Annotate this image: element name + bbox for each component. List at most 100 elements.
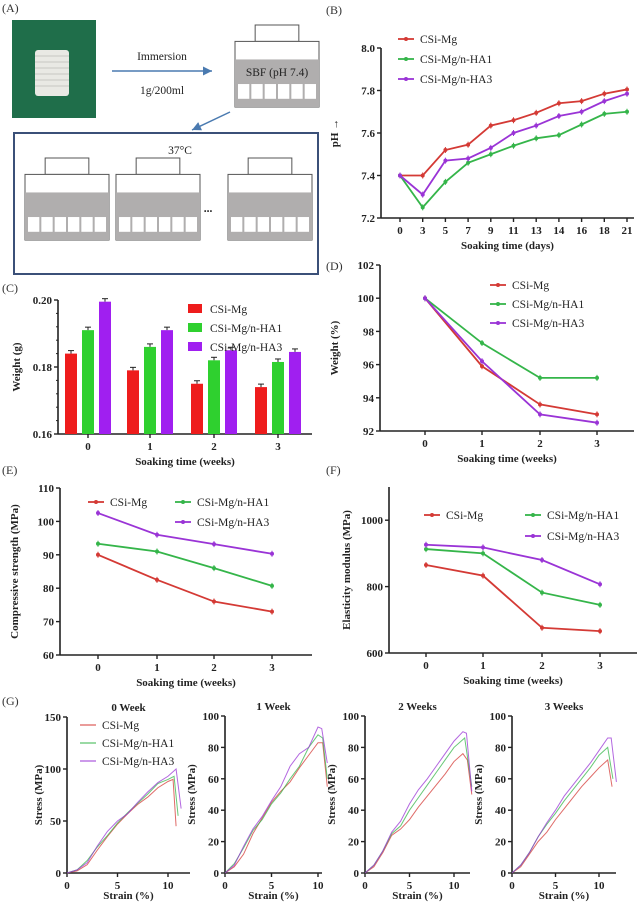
series-line <box>424 297 598 424</box>
container-lid <box>247 157 293 175</box>
x-tick-label: 0 <box>397 225 403 237</box>
y-tick-label: 0.16 <box>33 429 53 441</box>
chart-G2: 0 20 40 60 80 100 0 5 10 Strain (%) Stress (MPa) 2 … <box>326 701 473 902</box>
legend-marker <box>430 513 434 517</box>
legend-label: CSi-Mg <box>420 34 457 46</box>
y-tick-label: 100 <box>45 764 62 776</box>
container-lid <box>135 157 181 175</box>
bar <box>225 350 237 434</box>
sample-well <box>271 217 283 232</box>
sample-well <box>257 217 269 232</box>
temperature-label: 37°C <box>168 145 192 157</box>
legend-marker <box>181 500 185 504</box>
legend-marker <box>94 500 98 504</box>
y-tick-label: 80 <box>43 583 55 595</box>
legend-marker <box>404 37 408 41</box>
legend-label: CSi-Mg/n-HA1 <box>197 497 269 509</box>
x-axis-title: Strain (%) <box>392 890 443 902</box>
x-tick-label: 7 <box>465 225 471 237</box>
chart-B: 7.2 7.4 7.6 7.8 8.0 0 3 5 7 9 11 13 14 16 18 21 Soaking … <box>329 34 634 252</box>
sample-well <box>119 217 131 232</box>
x-tick-label: 0 <box>423 660 429 672</box>
x-tick-label: 13 <box>531 225 543 237</box>
x-tick-label: 3 <box>275 441 281 453</box>
sample-well <box>264 84 276 99</box>
chart-G3: 0 20 40 60 80 100 0 5 10 Strain (%) Stress (MPa) 3 … <box>473 701 617 902</box>
y-tick-label: 0 <box>501 868 507 880</box>
sbf-label: SBF (pH 7.4) <box>246 67 308 79</box>
x-tick-label: 1 <box>479 438 485 450</box>
y-tick-label: 110 <box>38 483 54 495</box>
bar <box>255 387 267 434</box>
sample-well <box>54 217 66 232</box>
y-axis-title: Compressive strength (MPa) <box>9 504 21 639</box>
legend-swatch <box>188 304 202 313</box>
legend-label: CSi-Mg/n-HA1 <box>102 738 174 750</box>
y-tick-label: 50 <box>50 816 62 828</box>
x-tick-label: 5 <box>443 225 449 237</box>
y-tick-label: 7.6 <box>361 128 375 140</box>
container-liquid <box>116 192 200 240</box>
series-line <box>511 737 617 874</box>
bar <box>65 353 77 434</box>
bar <box>82 330 94 434</box>
x-tick-label: 10 <box>163 880 175 892</box>
x-tick-label: 10 <box>313 880 325 892</box>
y-tick-label: 40 <box>495 805 507 817</box>
legend-marker <box>496 283 500 287</box>
chart-title: 0 Week <box>111 702 146 714</box>
y-tick-label: 40 <box>348 805 360 817</box>
x-axis-title: Soaking time (weeks) <box>136 677 236 689</box>
x-tick-label: 1 <box>147 441 153 453</box>
y-tick-label: 600 <box>367 648 384 660</box>
container-lid <box>44 157 90 175</box>
x-tick-label: 2 <box>211 441 217 453</box>
y-tick-label: 100 <box>38 516 55 528</box>
y-axis-title: Stress (MPa) <box>33 764 45 825</box>
y-tick-label: 100 <box>343 711 360 723</box>
y-tick-label: 40 <box>208 805 220 817</box>
ratio-label: 1g/200ml <box>140 85 184 97</box>
y-tick-label: 100 <box>358 293 375 305</box>
x-tick-label: 10 <box>594 880 606 892</box>
y-tick-label: 100 <box>203 711 220 723</box>
x-axis-title: Strain (%) <box>539 890 590 902</box>
sample-well <box>159 217 171 232</box>
y-tick-label: 8.0 <box>361 43 375 55</box>
y-tick-label: 60 <box>348 774 360 786</box>
x-tick-label: 5 <box>269 880 275 892</box>
panel-label-c: (C) <box>2 281 18 295</box>
sample-well <box>231 217 243 232</box>
bar <box>144 346 156 434</box>
x-tick-label: 21 <box>622 225 633 237</box>
immersion-label: Immersion <box>137 51 187 63</box>
x-tick-label: 16 <box>576 225 588 237</box>
y-tick-label: 60 <box>43 650 55 662</box>
series-line <box>364 736 473 874</box>
legend-label: CSi-Mg/n-HA3 <box>210 342 282 354</box>
series-line <box>66 775 179 874</box>
y-tick-label: 80 <box>208 742 220 754</box>
y-tick-label: 96 <box>363 360 375 372</box>
sample-well <box>291 84 303 99</box>
chart-title: 2 Weeks <box>398 701 437 713</box>
chart-G1: 0 20 40 60 80 100 0 5 10 Strain (%) Stress (MPa) 1 … <box>186 701 328 902</box>
bar <box>99 301 111 434</box>
legend-label: CSi-Mg/n-HA3 <box>102 756 174 768</box>
y-tick-label: 0.18 <box>33 362 53 374</box>
y-tick-label: 92 <box>363 426 375 438</box>
series-line <box>97 512 273 555</box>
x-tick-label: 10 <box>449 880 461 892</box>
bar <box>191 383 203 434</box>
x-tick-label: 2 <box>539 660 545 672</box>
bar <box>127 370 139 434</box>
container-liquid <box>25 192 109 240</box>
x-tick-label: 3 <box>597 660 603 672</box>
y-tick-label: 100 <box>490 711 507 723</box>
legend-marker <box>404 77 408 81</box>
sample-well <box>145 217 157 232</box>
y-tick-label: 0 <box>56 868 62 880</box>
legend-label: CSi-Mg <box>446 510 483 522</box>
y-axis-title: Weight (%) <box>329 320 341 375</box>
x-tick-label: 2 <box>211 662 217 674</box>
